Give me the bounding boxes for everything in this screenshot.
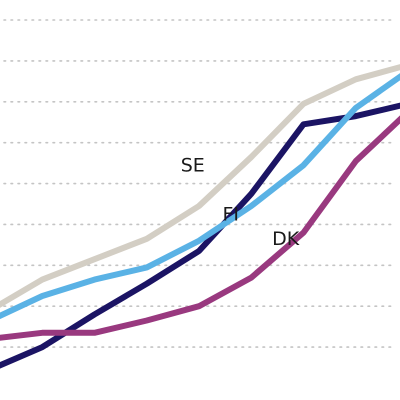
series-line-se bbox=[0, 64, 400, 308]
series-label-dk: DK bbox=[272, 228, 300, 250]
series-lines bbox=[0, 64, 400, 369]
series-label-se: SE bbox=[181, 154, 205, 176]
series-label-fi: FI bbox=[223, 203, 240, 225]
series-labels: SE FI DK bbox=[181, 154, 300, 250]
series-line-dk bbox=[0, 115, 400, 341]
series-line-unlabeled-3 bbox=[0, 73, 400, 320]
series-line-fi bbox=[0, 102, 400, 369]
